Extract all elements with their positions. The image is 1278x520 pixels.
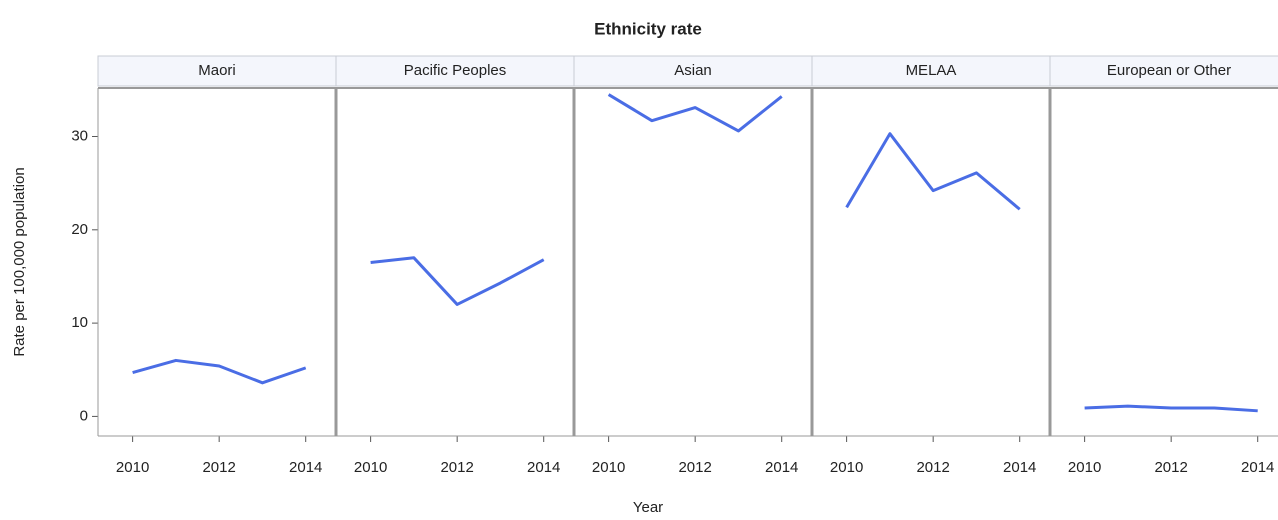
x-tick-label: 2010 [354,459,387,476]
panel-title: European or Other [1107,62,1231,79]
chart-title: Ethnicity rate [594,19,702,38]
x-tick-label: 2014 [289,459,322,476]
x-tick-label: 2014 [527,459,560,476]
panel-title: Pacific Peoples [404,62,507,79]
panel-title: MELAA [906,62,957,79]
x-tick-label: 2012 [1154,459,1187,476]
x-tick-label: 2012 [202,459,235,476]
x-tick-label: 2014 [765,459,798,476]
y-tick-label: 30 [71,127,88,144]
panel-title: Asian [674,62,712,79]
panel-header [573,55,813,87]
x-tick-label: 2010 [1068,459,1101,476]
x-axis-label: Year [633,499,663,516]
panel-header [1049,55,1278,87]
x-tick-label: 2012 [916,459,949,476]
data-line [607,93,783,133]
panel-title: Maori [198,62,236,79]
x-tick-label: 2010 [116,459,149,476]
panel-header [811,55,1051,87]
data-line [132,358,307,385]
x-tick-label: 2010 [592,459,625,476]
y-axis-label: Rate per 100,000 population [11,167,28,356]
y-tick-label: 10 [71,314,88,331]
x-tick-label: 2014 [1241,459,1274,476]
x-tick-label: 2010 [830,459,863,476]
x-tick-label: 2012 [678,459,711,476]
data-line [845,132,1021,211]
panel-header [97,55,337,87]
panel-header [335,55,575,87]
data-line [370,256,545,306]
x-tick-label: 2012 [440,459,473,476]
data-line [1084,404,1258,413]
y-tick-label: 0 [80,407,88,424]
x-tick-label: 2014 [1003,459,1036,476]
y-tick-label: 20 [71,221,88,238]
